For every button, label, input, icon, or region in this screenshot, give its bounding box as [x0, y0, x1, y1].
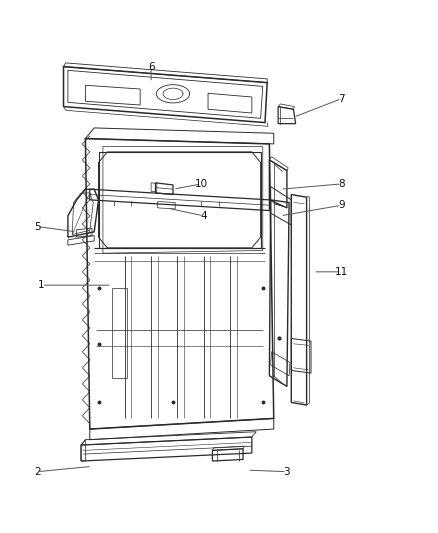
Text: 6: 6 — [148, 62, 155, 71]
Text: 5: 5 — [34, 222, 41, 231]
Text: 7: 7 — [338, 94, 345, 103]
Text: 1: 1 — [38, 280, 45, 290]
Text: 3: 3 — [283, 467, 290, 477]
Text: 4: 4 — [200, 211, 207, 221]
Text: 8: 8 — [338, 179, 345, 189]
Text: 11: 11 — [335, 267, 348, 277]
Text: 2: 2 — [34, 467, 41, 477]
Text: 10: 10 — [195, 179, 208, 189]
Text: 9: 9 — [338, 200, 345, 210]
